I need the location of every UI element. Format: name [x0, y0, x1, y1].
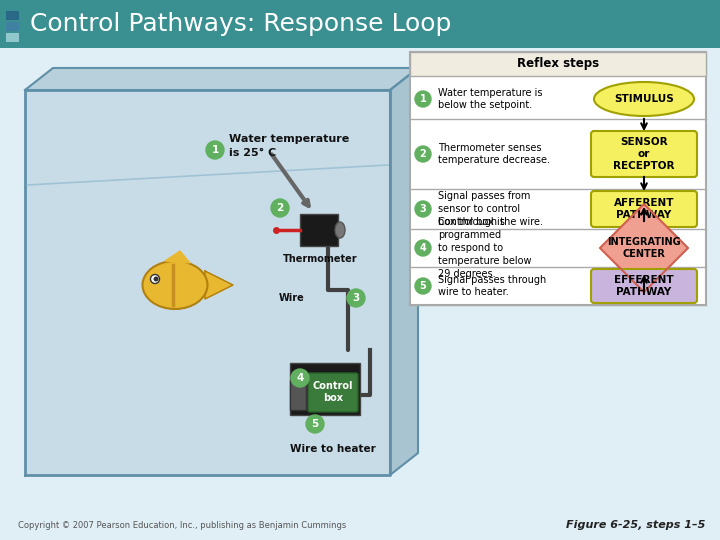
Text: 1: 1 [420, 94, 426, 104]
FancyBboxPatch shape [0, 0, 720, 48]
FancyBboxPatch shape [6, 33, 19, 42]
Polygon shape [390, 68, 418, 475]
Text: Thermometer: Thermometer [283, 254, 357, 264]
FancyBboxPatch shape [290, 363, 360, 415]
Ellipse shape [150, 274, 160, 284]
FancyBboxPatch shape [6, 11, 19, 20]
Circle shape [347, 289, 365, 307]
Text: INTEGRATING
CENTER: INTEGRATING CENTER [607, 237, 681, 259]
Circle shape [415, 91, 431, 107]
Circle shape [271, 199, 289, 217]
Text: 4: 4 [297, 373, 304, 383]
Text: Signal passes from
sensor to control
box through the wire.: Signal passes from sensor to control box… [438, 191, 543, 227]
Text: 2: 2 [420, 149, 426, 159]
Text: 5: 5 [420, 281, 426, 291]
FancyBboxPatch shape [0, 48, 720, 540]
FancyBboxPatch shape [410, 52, 706, 305]
Polygon shape [205, 271, 233, 299]
Text: 2: 2 [276, 203, 284, 213]
FancyBboxPatch shape [591, 269, 697, 303]
Circle shape [306, 415, 324, 433]
Text: Control
box: Control box [312, 381, 354, 403]
FancyBboxPatch shape [308, 373, 358, 412]
Text: 4: 4 [420, 243, 426, 253]
Text: 1: 1 [212, 145, 219, 155]
FancyBboxPatch shape [300, 214, 338, 246]
Text: 3: 3 [352, 293, 359, 303]
Circle shape [291, 369, 309, 387]
Text: Control Pathways: Response Loop: Control Pathways: Response Loop [30, 12, 451, 36]
FancyBboxPatch shape [6, 22, 19, 31]
Circle shape [415, 278, 431, 294]
FancyBboxPatch shape [410, 52, 706, 76]
FancyBboxPatch shape [25, 90, 390, 475]
Text: Water temperature is
below the setpoint.: Water temperature is below the setpoint. [438, 87, 542, 110]
Text: Figure 6-25, steps 1–5: Figure 6-25, steps 1–5 [566, 520, 705, 530]
Text: Wire to heater: Wire to heater [290, 444, 376, 454]
Text: STIMULUS: STIMULUS [614, 94, 674, 104]
FancyBboxPatch shape [591, 191, 697, 227]
FancyBboxPatch shape [591, 131, 697, 177]
Text: 3: 3 [420, 204, 426, 214]
Text: Control box is
programmed
to respond to
temperature below
29 degrees.: Control box is programmed to respond to … [438, 218, 531, 279]
Text: Signal passes through
wire to heater.: Signal passes through wire to heater. [438, 275, 546, 298]
Ellipse shape [335, 222, 345, 238]
Text: Wire: Wire [278, 293, 304, 303]
Text: Thermometer senses
temperature decrease.: Thermometer senses temperature decrease. [438, 143, 550, 165]
Text: Reflex steps: Reflex steps [517, 57, 599, 71]
Circle shape [415, 240, 431, 256]
Circle shape [206, 141, 224, 159]
Ellipse shape [594, 82, 694, 116]
Circle shape [415, 201, 431, 217]
Text: Copyright © 2007 Pearson Education, Inc., publishing as Benjamin Cummings: Copyright © 2007 Pearson Education, Inc.… [18, 521, 346, 530]
Text: AFFERENT
PATHWAY: AFFERENT PATHWAY [613, 198, 674, 220]
Text: SENSOR
or
RECEPTOR: SENSOR or RECEPTOR [613, 137, 675, 171]
Polygon shape [25, 68, 418, 90]
FancyBboxPatch shape [290, 380, 306, 410]
Text: 5: 5 [311, 419, 319, 429]
Polygon shape [600, 204, 688, 292]
Text: EFFERENT
PATHWAY: EFFERENT PATHWAY [614, 275, 674, 297]
Ellipse shape [143, 261, 207, 309]
Ellipse shape [153, 276, 158, 281]
Circle shape [415, 146, 431, 162]
Polygon shape [165, 251, 190, 263]
Text: Water temperature
is 25° C: Water temperature is 25° C [229, 134, 349, 158]
